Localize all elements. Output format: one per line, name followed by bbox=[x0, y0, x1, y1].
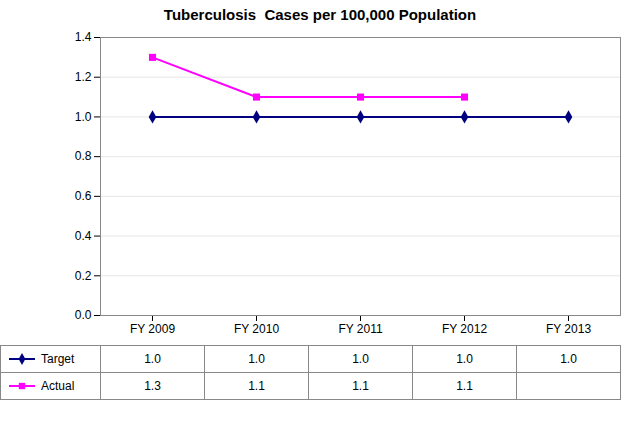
svg-text:0.2: 0.2 bbox=[75, 269, 92, 283]
svg-text:FY 2010: FY 2010 bbox=[234, 322, 279, 336]
svg-text:0.8: 0.8 bbox=[75, 149, 92, 163]
svg-text:FY 2009: FY 2009 bbox=[130, 322, 175, 336]
html-text:1.0: 1.0 bbox=[560, 352, 577, 366]
svg-text:0.6: 0.6 bbox=[75, 189, 92, 203]
svg-text:FY 2012: FY 2012 bbox=[442, 322, 487, 336]
html-text:1.1: 1.1 bbox=[456, 379, 473, 393]
html-text:1.0: 1.0 bbox=[352, 352, 369, 366]
html-text:1.3: 1.3 bbox=[144, 379, 161, 393]
svg-text:0.4: 0.4 bbox=[75, 229, 92, 243]
svg-text:1.4: 1.4 bbox=[75, 30, 92, 44]
html-text:1.0: 1.0 bbox=[456, 352, 473, 366]
svg-text:FY 2011: FY 2011 bbox=[338, 322, 383, 336]
html-text:1.0: 1.0 bbox=[144, 352, 161, 366]
svg-text:1.0: 1.0 bbox=[75, 110, 92, 124]
html-text:Actual: Actual bbox=[41, 378, 75, 393]
html-text:1.0: 1.0 bbox=[248, 352, 265, 366]
svg-text:1.2: 1.2 bbox=[75, 70, 92, 84]
html-text:Target: Target bbox=[41, 351, 75, 366]
svg-text:0.0: 0.0 bbox=[75, 308, 92, 322]
html-text:1.1: 1.1 bbox=[352, 379, 369, 393]
html-text:1.1: 1.1 bbox=[248, 379, 265, 393]
svg-text:FY 2013: FY 2013 bbox=[546, 322, 591, 336]
html-text:Tuberculosis Cases per 100,000: Tuberculosis Cases per 100,000 Populatio… bbox=[163, 6, 477, 23]
